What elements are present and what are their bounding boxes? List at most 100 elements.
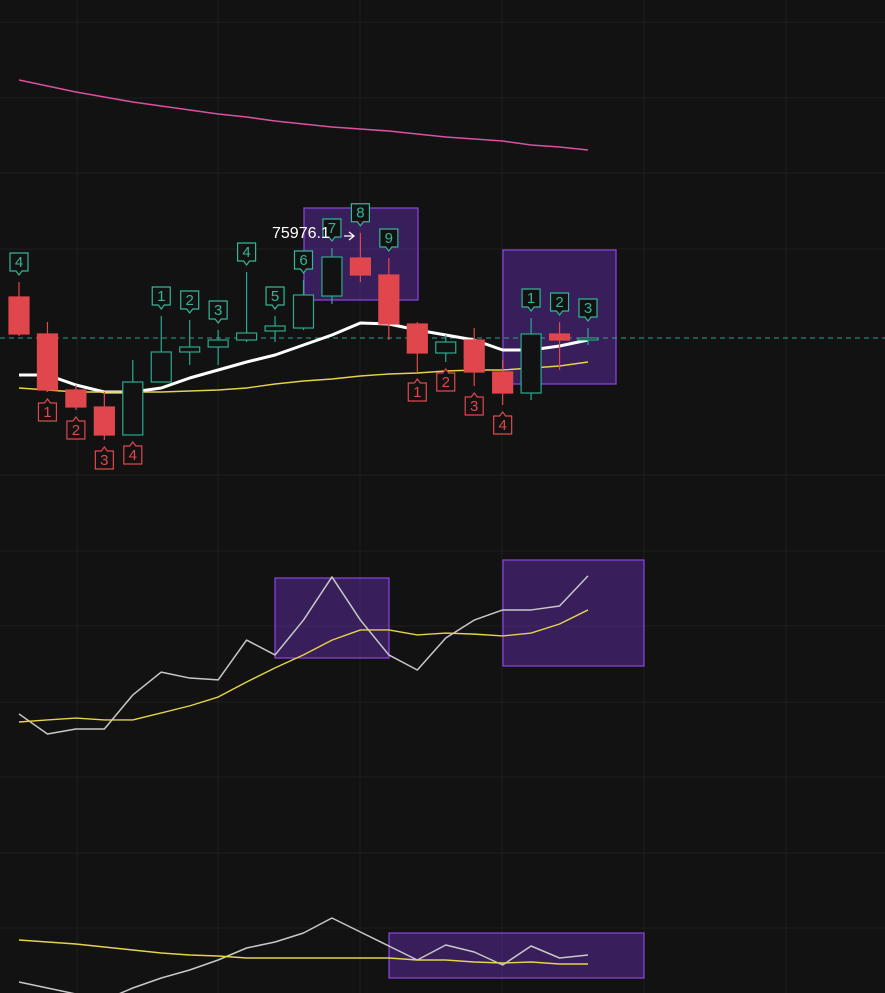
candle-body <box>463 339 485 373</box>
line-series <box>18 79 589 151</box>
count-marker: 1 <box>521 288 541 312</box>
candle <box>264 316 286 342</box>
high-label: 75976.1 <box>272 225 330 242</box>
line-series <box>18 361 589 393</box>
candle-body <box>292 294 315 329</box>
highlight-box <box>502 559 645 667</box>
count-marker-label: 3 <box>100 452 108 469</box>
candle <box>150 316 172 383</box>
candle-body <box>349 257 371 276</box>
candle <box>435 335 457 362</box>
candle <box>292 280 315 330</box>
count-marker-label: 6 <box>299 252 307 269</box>
count-marker: 2 <box>180 290 200 314</box>
count-marker-label: 2 <box>186 292 194 309</box>
count-marker-box <box>578 298 598 322</box>
count-marker: 2 <box>66 416 86 440</box>
candle-body <box>150 351 172 383</box>
candle <box>577 328 599 345</box>
count-marker-label: 5 <box>271 288 279 305</box>
high-arrow <box>344 231 356 241</box>
count-marker: 2 <box>436 368 456 392</box>
count-marker-box <box>379 228 399 252</box>
count-marker: 2 <box>549 292 570 316</box>
count-marker-label: 1 <box>157 288 165 305</box>
count-marker-label: 7 <box>328 220 336 237</box>
candle-body <box>520 333 542 394</box>
highlight-boxes <box>274 207 645 979</box>
count-marker-label: 8 <box>356 205 364 222</box>
count-marker-label: 2 <box>442 374 450 391</box>
candle <box>406 322 428 372</box>
count-marker-label: 1 <box>43 404 51 421</box>
count-marker: 5 <box>265 286 285 310</box>
line-series <box>18 939 588 965</box>
count-marker: 1 <box>407 378 427 402</box>
candle <box>8 282 30 336</box>
count-marker-label: 1 <box>413 384 421 401</box>
count-marker-label: 1 <box>527 290 535 307</box>
count-marker-box <box>549 292 570 316</box>
count-marker: 4 <box>123 441 143 465</box>
count-marker-label: 2 <box>72 422 80 439</box>
count-marker-label: 4 <box>15 254 23 271</box>
count-marker: 6 <box>293 250 314 274</box>
count-marker-box <box>123 441 143 465</box>
line-series <box>18 917 589 993</box>
count-marker: 3 <box>94 446 114 470</box>
candle <box>378 258 400 340</box>
count-marker: 3 <box>208 300 228 324</box>
count-marker: 8 <box>350 203 370 227</box>
count-marker-box <box>265 286 285 310</box>
count-marker-label: 9 <box>385 230 393 247</box>
highlight-box <box>274 577 390 659</box>
candle <box>122 360 144 436</box>
candle <box>349 232 371 282</box>
count-marker-box <box>322 218 342 242</box>
candle-body <box>122 381 144 436</box>
count-marker-label: 2 <box>555 294 563 311</box>
candle-body <box>93 406 115 436</box>
count-marker-box <box>521 288 541 312</box>
candle-body <box>492 371 514 394</box>
candle-body <box>207 339 229 348</box>
count-marker-label: 3 <box>470 398 478 415</box>
count-marker: 3 <box>578 298 598 322</box>
candle-body <box>65 389 87 408</box>
count-marker-box <box>407 378 427 402</box>
candle <box>463 328 485 386</box>
count-marker: 9 <box>379 228 399 252</box>
count-marker-label: 3 <box>214 302 222 319</box>
candle <box>93 392 115 440</box>
candle-body <box>179 346 201 353</box>
candle-body <box>236 332 258 341</box>
candle <box>207 330 229 365</box>
count-marker-label: 3 <box>584 300 592 317</box>
candle-body <box>435 341 457 354</box>
count-marker-box <box>94 446 114 470</box>
candle-body <box>264 325 286 332</box>
candle <box>520 318 542 400</box>
count-marker-box <box>208 300 228 324</box>
candle <box>321 248 343 304</box>
count-marker: 4 <box>9 252 29 276</box>
count-marker-box <box>37 398 58 422</box>
count-marker-box <box>436 368 456 392</box>
count-marker-box <box>464 392 484 416</box>
candle <box>492 360 514 405</box>
count-marker-label: 4 <box>498 417 506 434</box>
candle-body <box>406 323 428 354</box>
count-marker: 1 <box>37 398 58 422</box>
candle-body <box>548 333 571 341</box>
count-marker: 4 <box>493 411 513 435</box>
count-marker-box <box>237 242 257 266</box>
candle-body <box>577 337 599 341</box>
line-series <box>18 609 589 723</box>
count-marker: 4 <box>237 242 257 266</box>
count-marker: 1 <box>151 286 171 310</box>
count-marker: 3 <box>464 392 484 416</box>
candle <box>179 320 201 365</box>
